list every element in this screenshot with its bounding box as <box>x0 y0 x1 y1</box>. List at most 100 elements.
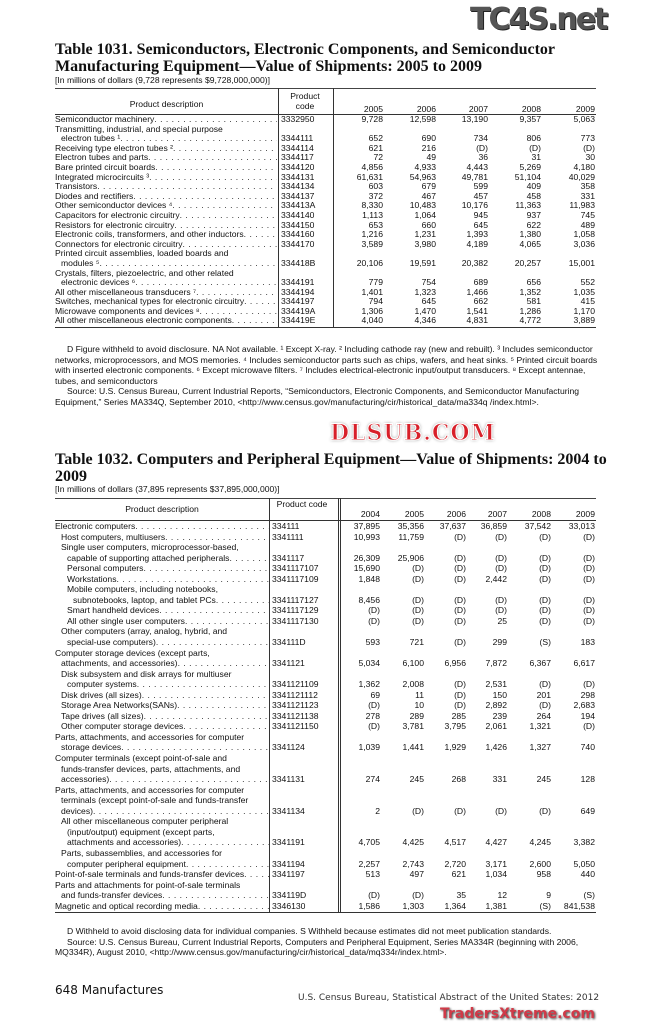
value-cell: 36 <box>478 152 488 163</box>
table-row: Electronic computers 334111 37,895 35,356 37… <box>55 521 596 532</box>
value-cell: 754 <box>421 277 436 288</box>
value-cell: 4,705 <box>358 837 380 848</box>
product-code: 3341131 <box>272 774 305 785</box>
dot-leader <box>99 259 277 269</box>
value-cell: 245 <box>536 774 551 785</box>
value-cell: (D) <box>412 573 424 584</box>
row-description: Semiconductor machinery <box>55 115 277 125</box>
table-row: All other single user computers 334111713… <box>55 616 596 627</box>
row-description: Personal computers <box>67 563 269 574</box>
row-description-text: Parts and attachments for point-of-sale … <box>55 879 241 890</box>
value-cell: 31 <box>531 152 541 163</box>
value-cell: 1,286 <box>519 305 541 316</box>
value-cell: 1,039 <box>358 742 380 753</box>
value-cell: 5,050 <box>573 858 595 869</box>
value-cell: 4,040 <box>361 315 383 326</box>
product-code: 3344117 <box>281 152 314 163</box>
row-description-text: Tape drives (all sizes) <box>61 710 144 721</box>
row-description: Parts and attachments for point-of-sale … <box>55 880 269 891</box>
row-description: Electronic computers <box>55 521 269 532</box>
value-cell: (S) <box>583 890 595 901</box>
row-description-text: computer systems <box>67 679 137 690</box>
row-description-text: Electron tubes and parts <box>55 153 149 163</box>
product-code: 3344131 <box>281 171 315 182</box>
value-cell: 285 <box>451 710 466 721</box>
table-row: Connectors for electronic circuitry 33441… <box>55 239 596 250</box>
table-row: Parts, subassemblies, and accessories fo… <box>55 848 596 869</box>
value-cell: 4,427 <box>485 837 507 848</box>
row-description-text: Diodes and rectifiers <box>55 191 134 201</box>
value-cell: (D) <box>476 142 488 153</box>
value-cell: 13,190 <box>461 114 488 124</box>
dot-leader <box>156 637 269 648</box>
value-cell: (D) <box>583 679 595 690</box>
table1-body: Semiconductor machinery 3332950 9,728 12,59… <box>55 114 596 326</box>
row-description-text: Disk drives (all sizes) <box>61 689 142 700</box>
value-cell: 12,598 <box>409 114 436 124</box>
value-cell: 216 <box>421 142 436 153</box>
value-cell: 652 <box>368 133 383 144</box>
product-code: 3344191 <box>281 277 315 288</box>
value-cell: 11 <box>415 689 424 700</box>
table-bottom-rule <box>55 327 596 329</box>
row-description-text: (input/output) equipment (except parts, <box>67 826 215 837</box>
year-header: 2007 <box>468 104 488 114</box>
table-row: Integrated microcircuits ³ 3344131 61,631 5… <box>55 171 596 183</box>
value-cell: 645 <box>473 219 488 230</box>
table-row: Semiconductor machinery 3332950 9,728 12,59… <box>55 114 596 125</box>
value-cell: (D) <box>529 142 541 153</box>
column-divider <box>338 498 339 913</box>
value-cell: 621 <box>451 869 466 880</box>
value-cell: 1,470 <box>414 305 436 316</box>
tradersxtreme-watermark-logo: TradersXtreme.com <box>440 1006 595 1022</box>
row-description-text: computer peripheral equipment <box>67 858 186 869</box>
value-cell: 2,892 <box>485 700 507 711</box>
product-code: 334111D <box>272 637 306 648</box>
value-cell: (D) <box>368 721 380 732</box>
value-cell: (D) <box>454 805 466 816</box>
dot-leader <box>172 201 277 211</box>
row-description: Disk drives (all sizes) <box>61 690 269 701</box>
row-description-text: Crystals, filters, piezoelectric, and ot… <box>55 268 234 278</box>
dot-leader <box>135 521 269 532</box>
value-cell: 622 <box>526 219 541 230</box>
value-cell: (D) <box>495 594 507 605</box>
value-cell: 656 <box>526 277 541 288</box>
row-description: Storage Area Networks(SANs) <box>61 700 269 711</box>
value-cell: 2,442 <box>485 573 507 584</box>
value-cell: 599 <box>473 181 488 192</box>
table-row: Microwave components and devices ⁸ 334419… <box>55 305 596 317</box>
value-cell: (D) <box>539 573 551 584</box>
value-cell: 2,683 <box>573 700 595 711</box>
value-cell: 25 <box>497 615 507 626</box>
row-description: Resistors for electronic circuitry <box>55 221 277 231</box>
value-cell: 298 <box>580 689 595 700</box>
value-cell: 9,357 <box>519 114 541 124</box>
value-cell: 6,100 <box>402 658 424 669</box>
dot-leader <box>148 153 277 163</box>
value-cell: 2,008 <box>402 679 424 690</box>
value-cell: (D) <box>583 142 595 153</box>
value-cell: 239 <box>492 710 507 721</box>
table-row: All other miscellaneous electronic compo… <box>55 316 596 326</box>
value-cell: 20,257 <box>514 257 541 268</box>
row-description: attachments and accessories) <box>67 837 269 848</box>
row-description: Switches, mechanical types for electroni… <box>55 297 277 307</box>
value-cell: 49 <box>426 152 436 163</box>
value-cell: (D) <box>539 531 551 542</box>
table-row: Disk subsystem and disk arrays for multi… <box>55 669 596 690</box>
row-description-text: Host computers, multiusers <box>61 531 166 542</box>
value-cell: (D) <box>539 605 551 616</box>
row-description: Point-of-sale terminals and funds-transf… <box>55 869 269 880</box>
row-description: attachments, and accessories) <box>61 658 269 669</box>
value-cell: 581 <box>526 296 541 307</box>
value-cell: 645 <box>421 296 436 307</box>
value-cell: 15,001 <box>568 257 595 268</box>
value-cell: (D) <box>368 700 380 711</box>
row-description: Diodes and rectifiers <box>55 192 277 202</box>
table2-header-code: Product code <box>276 499 328 509</box>
value-cell: 1,303 <box>402 900 424 911</box>
value-cell: 8,330 <box>361 200 383 211</box>
value-cell: (D) <box>583 721 595 732</box>
value-cell: (D) <box>539 594 551 605</box>
